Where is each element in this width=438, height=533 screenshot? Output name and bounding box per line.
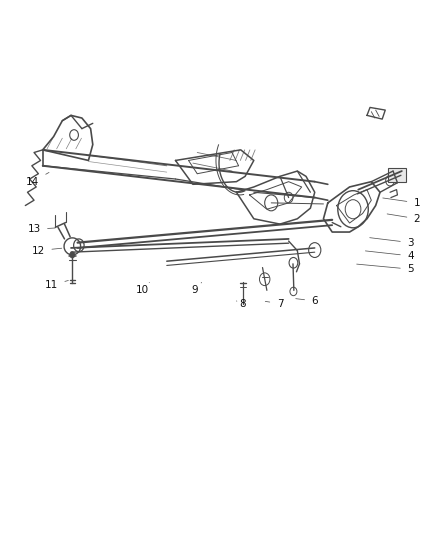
Text: 9: 9 xyxy=(192,282,201,295)
Text: 12: 12 xyxy=(32,246,62,256)
Text: 3: 3 xyxy=(370,238,414,248)
Text: 11: 11 xyxy=(45,280,68,290)
Circle shape xyxy=(70,252,75,258)
Text: 2: 2 xyxy=(387,214,420,224)
Text: 10: 10 xyxy=(136,282,149,295)
Text: 6: 6 xyxy=(296,296,318,306)
FancyBboxPatch shape xyxy=(388,168,406,182)
Text: 7: 7 xyxy=(265,298,283,309)
Text: 13: 13 xyxy=(28,224,55,235)
Text: 1: 1 xyxy=(383,198,420,208)
Text: 14: 14 xyxy=(26,173,49,187)
Text: 8: 8 xyxy=(237,298,246,309)
Text: 4: 4 xyxy=(365,251,414,261)
Circle shape xyxy=(259,273,270,286)
Text: 5: 5 xyxy=(357,264,414,274)
